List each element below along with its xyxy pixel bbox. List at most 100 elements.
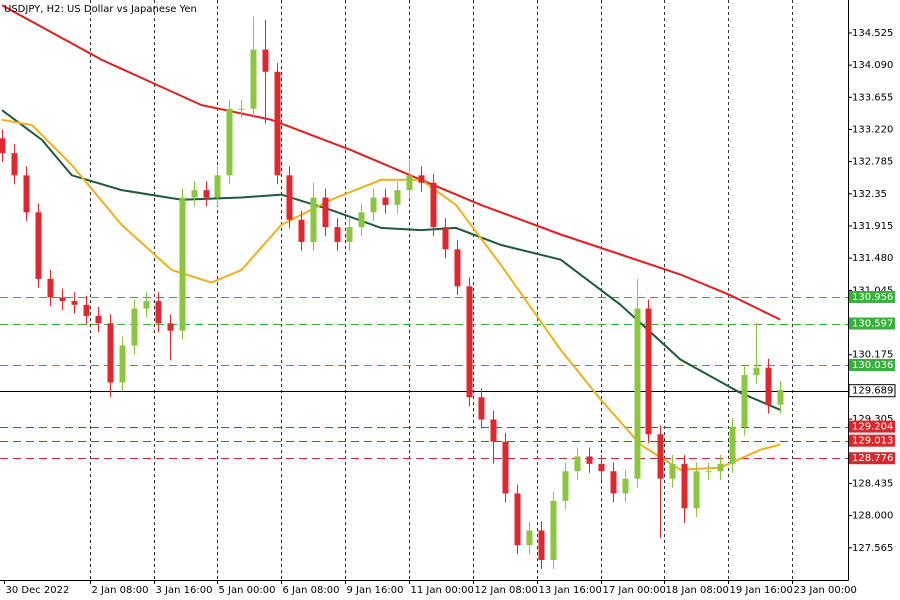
candle-body — [430, 182, 437, 228]
x-tick-label: 30 Dec 2022 — [6, 585, 70, 596]
candle-body — [322, 197, 329, 228]
candle-body — [274, 71, 281, 176]
candle-body — [442, 227, 449, 250]
candle-body — [191, 190, 198, 198]
x-tick-label: 6 Jan 08:00 — [283, 585, 340, 596]
candle-body — [143, 301, 150, 309]
candle-body — [203, 190, 210, 198]
y-tick-label: 128.000 — [852, 511, 893, 522]
candle-body — [238, 108, 245, 110]
y-tick-label: 131.480 — [852, 253, 893, 264]
price-level-label: 130.956 — [852, 292, 893, 303]
price-level-label: 129.689 — [852, 386, 893, 397]
candle-body — [741, 375, 748, 427]
price-level-tag — [849, 420, 895, 433]
x-tick-label: 13 Jan 16:00 — [539, 585, 602, 596]
candle-body — [717, 463, 724, 472]
x-tick-label: 23 Jan 00:00 — [794, 585, 857, 596]
candle-body — [693, 471, 700, 509]
candle-body — [71, 301, 78, 305]
price-level-tag — [849, 290, 895, 303]
chart-title: USDJPY, H2: US Dollar vs Japanese Yen — [4, 4, 197, 15]
candle-body — [179, 197, 186, 331]
candle-body — [35, 212, 42, 279]
y-tick-label: 131.915 — [852, 221, 893, 232]
x-tick-label: 12 Jan 08:00 — [475, 585, 538, 596]
candle-body — [346, 227, 353, 242]
y-tick-label: 128.435 — [852, 478, 893, 489]
y-tick-label: 133.220 — [852, 124, 893, 135]
candle-body — [645, 308, 652, 435]
candle-body — [526, 530, 533, 546]
candle-body — [454, 249, 461, 287]
price-level-label: 128.776 — [852, 453, 893, 464]
candle-body — [95, 315, 102, 324]
candle-body — [550, 500, 557, 561]
candle-body — [298, 219, 305, 242]
candle-body — [657, 434, 664, 479]
price-level-tag — [849, 434, 895, 447]
candle-body — [83, 304, 90, 316]
candle-body — [622, 478, 629, 494]
x-tick-label: 11 Jan 00:00 — [411, 585, 474, 596]
candle-body — [107, 323, 114, 383]
candle-body — [310, 197, 317, 242]
candle-body — [226, 108, 233, 176]
candle-body — [418, 175, 425, 183]
candle-body — [23, 175, 30, 213]
candle-body — [214, 175, 221, 198]
candle-body — [406, 175, 413, 191]
candle-body — [586, 456, 593, 464]
x-tick-label: 3 Jan 16:00 — [156, 585, 213, 596]
candle-body — [777, 389, 784, 405]
candle-body — [394, 190, 401, 205]
y-tick-label: 132.35 — [852, 189, 887, 200]
candle-body — [334, 227, 341, 242]
candle-body — [765, 367, 772, 405]
candle-body — [370, 197, 377, 213]
y-tick-label: 130.175 — [852, 350, 893, 361]
candle-body — [47, 278, 54, 298]
candle-body — [382, 197, 389, 205]
candle-body — [729, 426, 736, 464]
price-level-label: 130.597 — [852, 319, 893, 330]
candle-body — [681, 463, 688, 509]
candle-body — [538, 530, 545, 561]
price-level-label: 129.204 — [852, 422, 893, 433]
y-tick-label: 132.785 — [852, 157, 893, 168]
y-tick-label: 134.525 — [852, 28, 893, 39]
price-level-tag — [849, 359, 895, 372]
candle-body — [155, 301, 162, 324]
candle-body — [119, 345, 126, 383]
y-tick-label: 133.655 — [852, 92, 893, 103]
y-tick-label: 134.090 — [852, 60, 893, 71]
x-tick-label: 2 Jan 08:00 — [92, 585, 149, 596]
y-tick-label: 131.045 — [852, 285, 893, 296]
candle-body — [167, 323, 174, 331]
candle-body — [490, 419, 497, 442]
y-tick-label: 127.565 — [852, 543, 893, 554]
x-tick-label: 19 Jan 16:00 — [730, 585, 793, 596]
price-level-tag — [849, 452, 895, 465]
candle-body — [669, 463, 676, 479]
candle-body — [478, 397, 485, 420]
candle-body — [286, 175, 293, 220]
y-tick-label: 129.305 — [852, 414, 893, 425]
candle-body — [598, 463, 605, 472]
candle-body — [574, 456, 581, 472]
x-tick-label: 5 Jan 00:00 — [219, 585, 276, 596]
candle-body — [466, 286, 473, 398]
candle-body — [610, 471, 617, 494]
candle-body — [262, 49, 269, 72]
candle-body — [0, 138, 6, 154]
candle-body — [514, 493, 521, 546]
candle-body — [358, 212, 365, 228]
candle-body — [562, 471, 569, 501]
price-level-tag — [848, 384, 896, 398]
moving-average — [1, 4, 781, 321]
candle-body — [11, 153, 18, 176]
price-level-label: 129.013 — [852, 436, 893, 447]
x-tick-label: 18 Jan 08:00 — [666, 585, 729, 596]
